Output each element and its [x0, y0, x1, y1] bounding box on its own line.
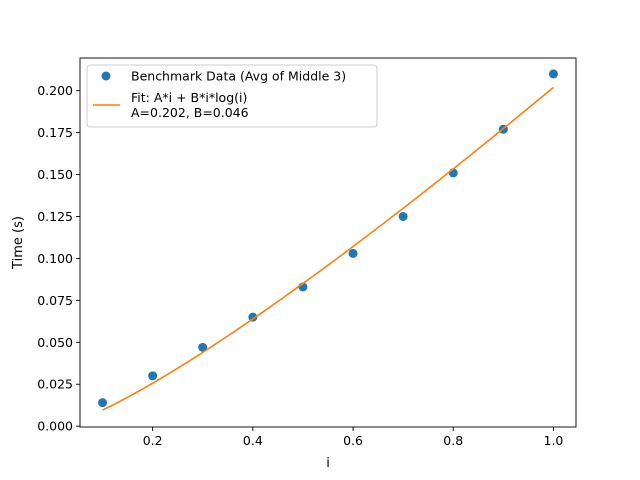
legend-box: [86, 64, 378, 128]
y-tick-label: 0.025: [37, 377, 73, 392]
fit-line: [102, 86, 554, 411]
x-tick-label: 1.0: [544, 433, 564, 448]
axes: 0.2 0.4 0.6 0.8 1.0 0.000 0.025 0.050 0.075 0.100…: [37, 57, 577, 448]
axes-frame: [79, 57, 577, 428]
x-axis-label: i: [326, 456, 330, 471]
y-tick-label: 0.125: [37, 209, 73, 224]
y-axis-label: Time (s): [11, 216, 26, 270]
scatter-point: [398, 212, 408, 222]
y-tick-label: 0.175: [37, 125, 73, 140]
y-tick-label: 0.075: [37, 293, 73, 308]
scatter-point: [248, 312, 258, 322]
scatter-point: [98, 398, 108, 408]
scatter-point: [198, 342, 208, 352]
legend-label-fit: Fit: A*i + B*i*log(i): [131, 90, 247, 105]
y-tick-label: 0.000: [37, 419, 73, 434]
legend-label-scatter: Benchmark Data (Avg of Middle 3): [131, 69, 346, 84]
scatter-point: [348, 248, 358, 258]
y-tick-label: 0.200: [37, 83, 73, 98]
scatter-point: [148, 371, 158, 381]
x-tick-label: 0.6: [343, 433, 363, 448]
x-tick-label: 0.4: [243, 433, 263, 448]
legend-label-fit-params: A=0.202, B=0.046: [131, 105, 249, 120]
x-tick-label: 0.2: [143, 433, 163, 448]
scatter-point: [548, 69, 558, 79]
y-tick-label: 0.100: [37, 251, 73, 266]
legend-marker-scatter: [101, 71, 111, 81]
y-tick-label: 0.150: [37, 167, 73, 182]
x-tick-label: 0.8: [443, 433, 463, 448]
y-tick-label: 0.050: [37, 335, 73, 350]
legend: Benchmark Data (Avg of Middle 3) Fit: A*i…: [86, 64, 378, 128]
plot-area: [98, 69, 558, 411]
